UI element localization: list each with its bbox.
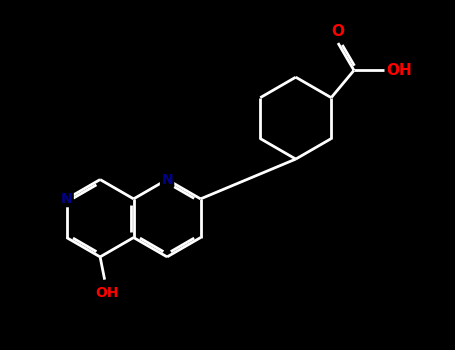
Text: N: N: [161, 173, 173, 187]
Text: O: O: [332, 25, 344, 40]
Text: N: N: [61, 192, 72, 206]
Text: OH: OH: [95, 286, 119, 300]
Text: OH: OH: [386, 63, 412, 78]
